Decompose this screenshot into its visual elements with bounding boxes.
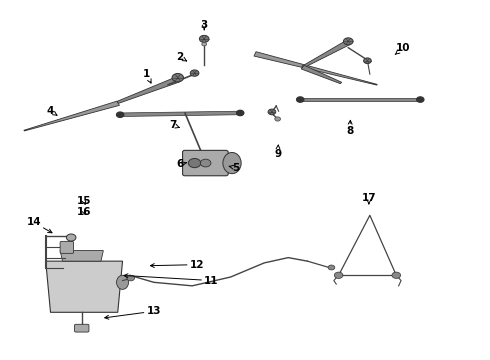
Text: 15: 15 [77, 196, 91, 206]
Text: 3: 3 [200, 20, 208, 30]
Polygon shape [300, 98, 420, 101]
Text: 11: 11 [124, 274, 219, 285]
Circle shape [200, 159, 211, 167]
Circle shape [199, 35, 209, 42]
Polygon shape [254, 52, 377, 85]
Polygon shape [24, 101, 120, 131]
Text: 1: 1 [143, 69, 151, 83]
Circle shape [202, 42, 207, 46]
Circle shape [188, 158, 201, 168]
Polygon shape [120, 111, 240, 117]
Polygon shape [60, 251, 103, 261]
Circle shape [268, 109, 276, 115]
Text: 6: 6 [176, 159, 187, 169]
Circle shape [296, 97, 304, 102]
Circle shape [334, 272, 343, 278]
Text: 8: 8 [346, 120, 353, 136]
FancyBboxPatch shape [74, 324, 89, 332]
FancyBboxPatch shape [60, 242, 74, 253]
Ellipse shape [223, 153, 241, 174]
Circle shape [117, 112, 124, 117]
Text: 4: 4 [47, 106, 57, 116]
Text: 5: 5 [229, 163, 239, 173]
Circle shape [275, 117, 281, 121]
Circle shape [66, 234, 76, 241]
Text: 12: 12 [150, 260, 204, 270]
Circle shape [172, 73, 184, 82]
FancyBboxPatch shape [183, 150, 228, 176]
Ellipse shape [117, 275, 128, 289]
Polygon shape [46, 261, 122, 312]
Circle shape [127, 275, 135, 281]
Polygon shape [117, 77, 179, 103]
Polygon shape [302, 40, 350, 68]
Text: 16: 16 [77, 207, 91, 217]
Circle shape [416, 97, 424, 102]
Text: 9: 9 [274, 145, 281, 158]
Text: 17: 17 [362, 193, 376, 204]
Circle shape [237, 110, 244, 116]
Circle shape [364, 58, 371, 64]
Text: 14: 14 [26, 217, 52, 233]
Polygon shape [301, 65, 342, 84]
Text: 13: 13 [105, 306, 161, 319]
Text: 7: 7 [169, 120, 179, 130]
Circle shape [392, 272, 401, 278]
Circle shape [343, 38, 353, 45]
Text: 2: 2 [176, 52, 187, 62]
Circle shape [328, 265, 335, 270]
Text: 10: 10 [395, 43, 411, 54]
Circle shape [190, 70, 199, 76]
